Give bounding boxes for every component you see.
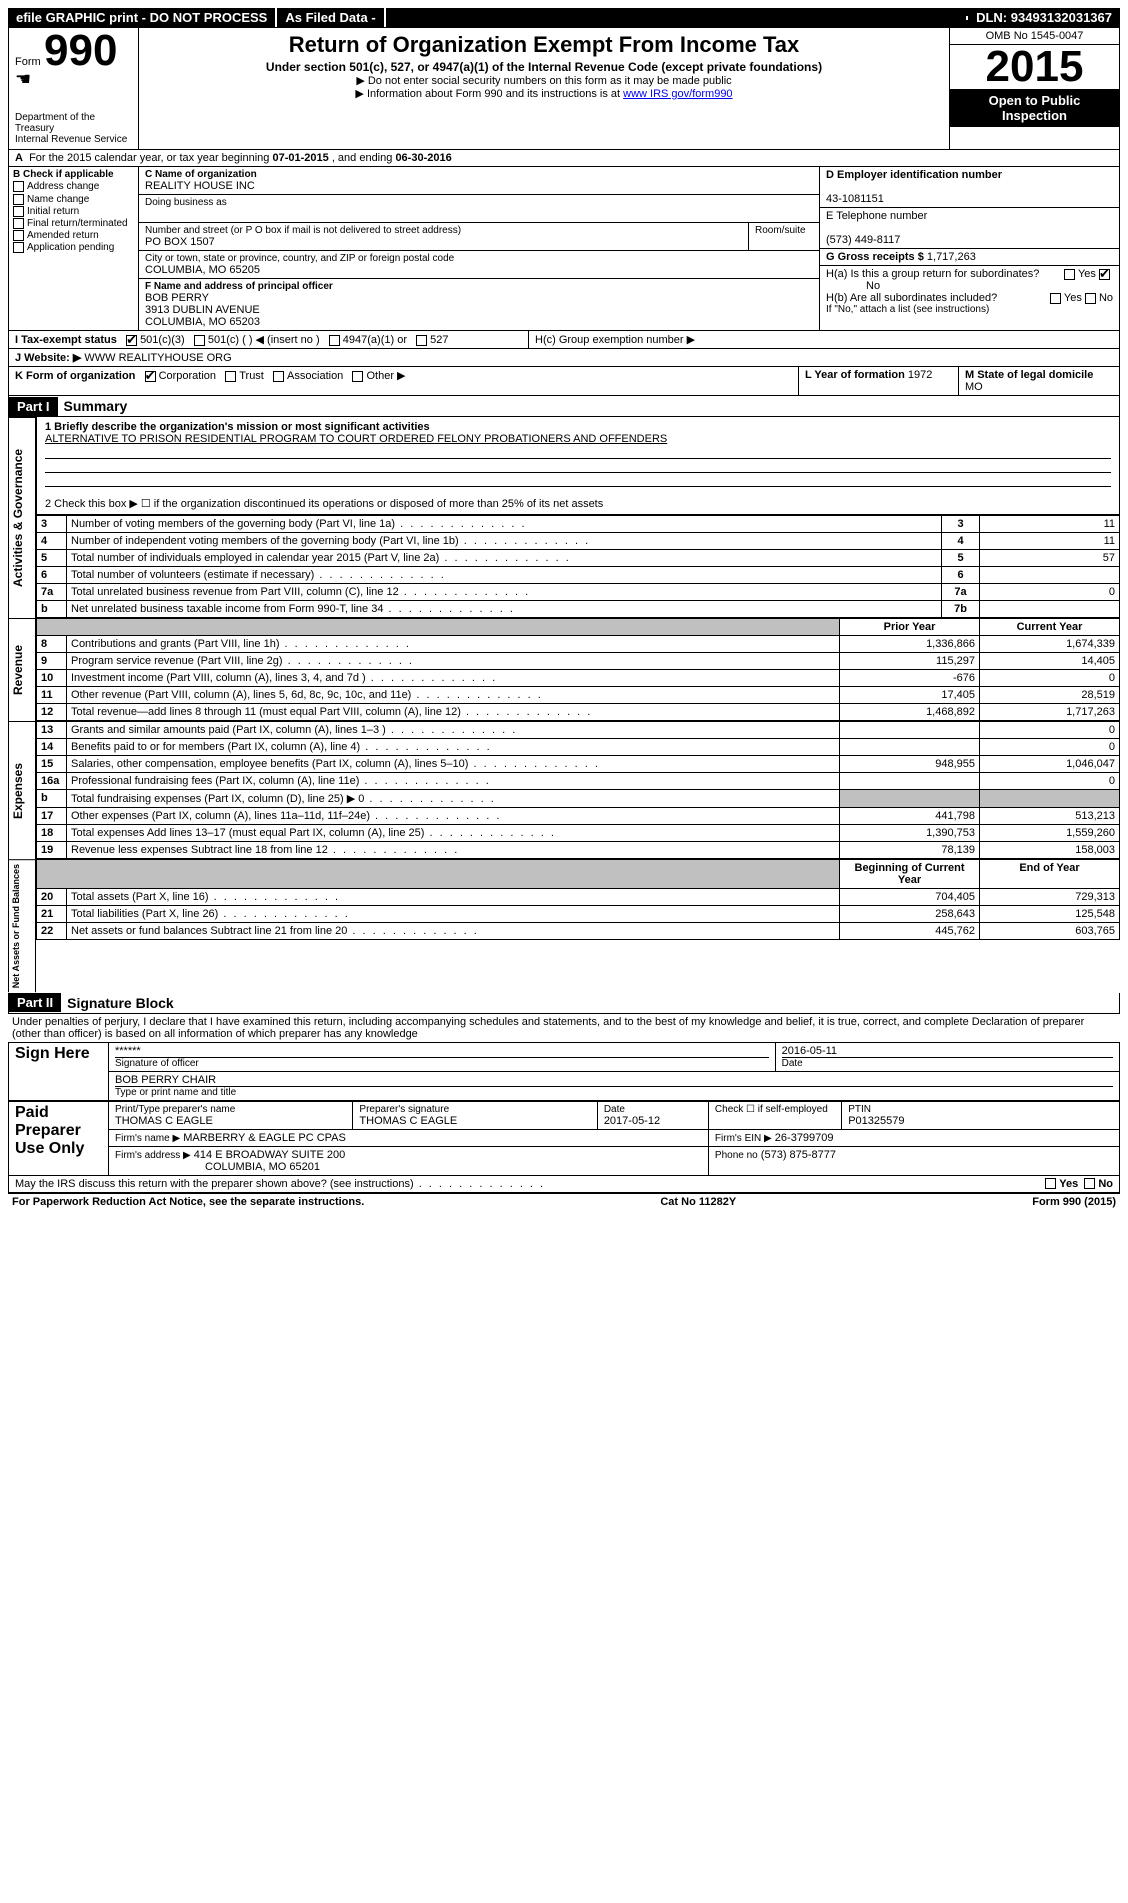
dln-label: DLN:	[976, 10, 1007, 25]
preparer-table: Paid Preparer Use Only Print/Type prepar…	[8, 1101, 1120, 1176]
top-bar: efile GRAPHIC print - DO NOT PROCESS As …	[8, 8, 1120, 27]
side-governance: Activities & Governance	[8, 417, 36, 618]
header-right: OMB No 1545-0047 2015 Open to Public Ins…	[949, 28, 1119, 149]
header: Form 990 ☚ Department of the Treasury In…	[8, 27, 1120, 150]
ein: 43-1081151	[826, 193, 1113, 205]
line-j: J Website: ▶ WWW REALITYHOUSE ORG	[8, 349, 1120, 367]
irs-link[interactable]: www IRS gov/form990	[623, 88, 732, 100]
side-revenue: Revenue	[8, 618, 36, 721]
dept-irs: Internal Revenue Service	[15, 134, 132, 145]
line-a: A For the 2015 calendar year, or tax yea…	[8, 150, 1120, 167]
netassets-table: Beginning of Current Year End of Year 20…	[36, 859, 1120, 940]
open-inspection: Open to Public Inspection	[950, 89, 1119, 127]
sign-here-table: Sign Here ****** Signature of officer 20…	[8, 1042, 1120, 1101]
revenue-table: Prior Year Current Year 8 Contributions …	[36, 618, 1120, 721]
officer-name: BOB PERRY	[145, 292, 813, 304]
header-note-2: ▶ Information about Form 990 and its ins…	[145, 87, 943, 100]
sign-date: 2016-05-11	[782, 1045, 1113, 1057]
dln-value: 93493132031367	[1011, 10, 1112, 25]
expenses-table: 13 Grants and similar amounts paid (Part…	[36, 721, 1120, 859]
tax-year: 2015	[950, 45, 1119, 89]
mission-text: ALTERNATIVE TO PRISON RESIDENTIAL PROGRA…	[45, 433, 1111, 445]
asfiled-label: As Filed Data -	[277, 8, 385, 27]
officer-street: 3913 DUBLIN AVENUE	[145, 304, 813, 316]
dept-treasury: Department of the Treasury	[15, 112, 132, 134]
officer-signed-name: BOB PERRY CHAIR	[115, 1074, 1113, 1086]
org-name: REALITY HOUSE INC	[145, 180, 813, 192]
box-b: B Check if applicable Address change Nam…	[9, 167, 139, 330]
side-expenses: Expenses	[8, 721, 36, 859]
form-word: Form	[15, 56, 41, 68]
header-note-1: ▶ Do not enter social security numbers o…	[145, 74, 943, 87]
box-c: C Name of organization REALITY HOUSE INC…	[139, 167, 819, 330]
return-title: Return of Organization Exempt From Incom…	[145, 32, 943, 58]
governance-table: 3 Number of voting members of the govern…	[36, 515, 1120, 618]
entity-block: B Check if applicable Address change Nam…	[8, 167, 1120, 331]
org-street: PO BOX 1507	[145, 236, 742, 248]
line-i: I Tax-exempt status 501(c)(3) 501(c) ( )…	[8, 331, 1120, 349]
right-col: D Employer identification number 43-1081…	[819, 167, 1119, 330]
mission-box: 1 Briefly describe the organization's mi…	[36, 417, 1120, 515]
return-subtitle: Under section 501(c), 527, or 4947(a)(1)…	[145, 60, 943, 74]
dln-cell: DLN: 93493132031367	[968, 8, 1120, 27]
officer-city: COLUMBIA, MO 65203	[145, 316, 813, 328]
part-i-header: Part I Summary	[8, 396, 1120, 417]
org-city: COLUMBIA, MO 65205	[145, 264, 813, 276]
side-netassets: Net Assets or Fund Balances	[8, 859, 36, 992]
efile-label: efile GRAPHIC print - DO NOT PROCESS	[8, 8, 277, 27]
perjury-declaration: Under penalties of perjury, I declare th…	[8, 1014, 1120, 1042]
part-ii-header: Part II Signature Block	[8, 993, 1120, 1014]
header-title-block: Return of Organization Exempt From Incom…	[139, 28, 949, 149]
discuss-row: May the IRS discuss this return with the…	[8, 1176, 1120, 1193]
line-k: K Form of organization Corporation Trust…	[8, 367, 1120, 396]
website: WWW REALITYHOUSE ORG	[84, 352, 231, 364]
form-number-cell: Form 990 ☚ Department of the Treasury In…	[9, 28, 139, 149]
form-number: 990	[44, 26, 117, 75]
asfiled-blank	[386, 16, 968, 20]
footer: For Paperwork Reduction Act Notice, see …	[8, 1193, 1120, 1210]
phone: (573) 449-8117	[826, 234, 1113, 246]
gross-receipts: 1,717,263	[927, 251, 976, 263]
